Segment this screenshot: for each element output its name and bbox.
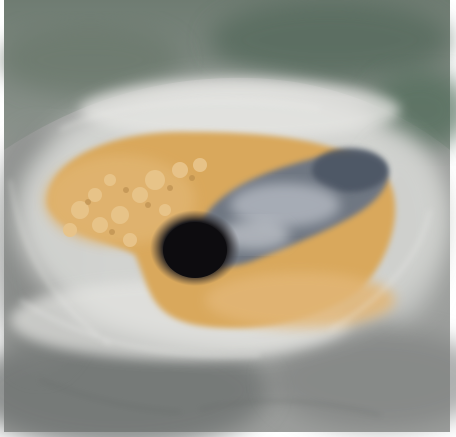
- cloud-puffs: [63, 158, 207, 247]
